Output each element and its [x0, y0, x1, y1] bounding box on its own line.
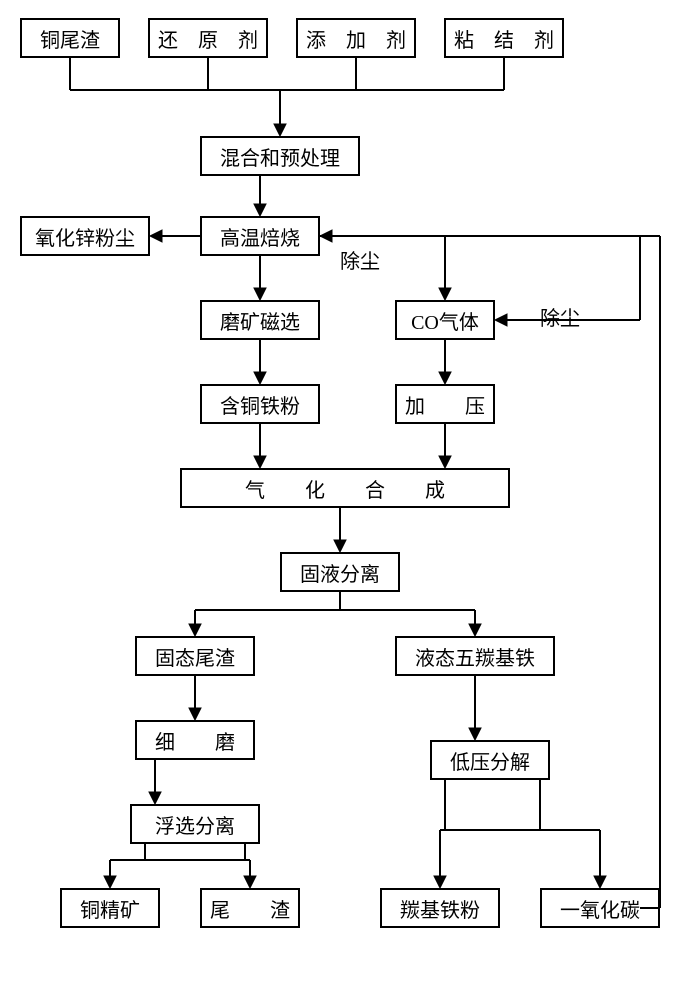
node-label: 低压分解	[450, 746, 530, 775]
node-label: 添 加 剂	[306, 24, 406, 53]
node-gasification-synthesis: 气 化 合 成	[180, 468, 510, 508]
node-liquid-iron-pentacarbonyl: 液态五羰基铁	[395, 636, 555, 676]
node-reducing-agent: 还 原 剂	[148, 18, 268, 58]
node-label: 固态尾渣	[155, 642, 235, 671]
node-fine-grinding: 细 磨	[135, 720, 255, 760]
node-pressurize: 加 压	[395, 384, 495, 424]
node-label: 粘 结 剂	[454, 24, 554, 53]
node-label: 羰基铁粉	[400, 894, 480, 923]
node-copper-concentrate: 铜精矿	[60, 888, 160, 928]
node-label: 铜精矿	[80, 894, 140, 923]
node-label: 细 磨	[155, 726, 235, 755]
node-label: 液态五羰基铁	[415, 642, 535, 671]
node-binder: 粘 结 剂	[444, 18, 564, 58]
node-grinding-magnetic: 磨矿磁选	[200, 300, 320, 340]
node-flotation-sep: 浮选分离	[130, 804, 260, 844]
node-mixing-pretreat: 混合和预处理	[200, 136, 360, 176]
node-co-gas: CO气体	[395, 300, 495, 340]
node-label: 磨矿磁选	[220, 306, 300, 335]
node-zinc-oxide-dust: 氧化锌粉尘	[20, 216, 150, 256]
node-low-pressure-decomp: 低压分解	[430, 740, 550, 780]
node-copper-iron-powder: 含铜铁粉	[200, 384, 320, 424]
edge-label-dust-removal-1: 除尘	[340, 245, 380, 274]
node-carbon-monoxide: 一氧化碳	[540, 888, 660, 928]
node-label: 加 压	[405, 390, 485, 419]
node-tailings: 尾 渣	[200, 888, 300, 928]
node-label: 固液分离	[300, 558, 380, 587]
node-label: 还 原 剂	[158, 24, 258, 53]
node-carbonyl-iron-powder: 羰基铁粉	[380, 888, 500, 928]
node-label: 浮选分离	[155, 810, 235, 839]
node-additive: 添 加 剂	[296, 18, 416, 58]
node-label: CO气体	[411, 306, 479, 335]
node-label: 氧化锌粉尘	[35, 222, 135, 251]
node-solid-tailings: 固态尾渣	[135, 636, 255, 676]
node-label: 铜尾渣	[40, 24, 100, 53]
node-label: 含铜铁粉	[220, 390, 300, 419]
node-solid-liquid-sep: 固液分离	[280, 552, 400, 592]
node-copper-slag: 铜尾渣	[20, 18, 120, 58]
node-label: 混合和预处理	[220, 142, 340, 171]
node-high-temp-roast: 高温焙烧	[200, 216, 320, 256]
node-label: 高温焙烧	[220, 222, 300, 251]
node-label: 尾 渣	[210, 894, 290, 923]
edge-label-dust-removal-2: 除尘	[540, 302, 580, 331]
node-label: 气 化 合 成	[245, 474, 445, 503]
node-label: 一氧化碳	[560, 894, 640, 923]
